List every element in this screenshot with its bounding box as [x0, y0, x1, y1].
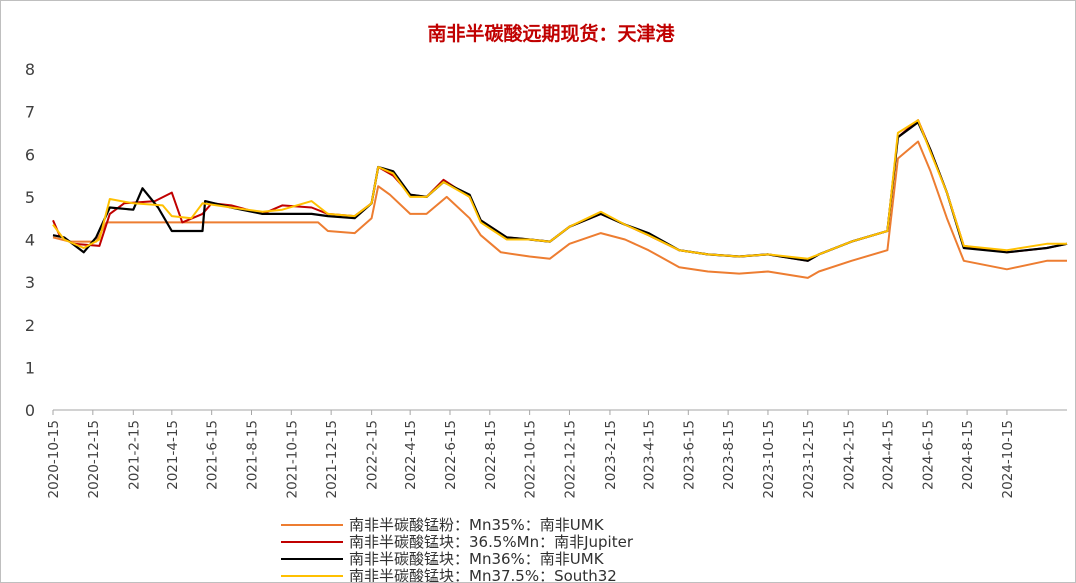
legend-label-1: 南非半碳酸锰粉：Mn35%：南非UMK [349, 516, 605, 534]
y-tick-label: 5 [25, 188, 35, 207]
x-tick-label: 2023-10-15 [761, 420, 777, 498]
x-tick-label: 2021-2-15 [126, 420, 142, 490]
x-tick-label: 2024-8-15 [960, 420, 976, 490]
y-tick-label: 3 [25, 273, 35, 292]
x-tick-label: 2023-12-15 [801, 420, 817, 498]
series-line-2 [52, 119, 1068, 262]
x-tick-label: 2022-4-15 [403, 420, 419, 490]
x-tick-label: 2024-6-15 [920, 420, 936, 490]
chart-title: 南非半碳酸远期现货：天津港 [427, 22, 675, 45]
x-tick-label: 2022-2-15 [365, 420, 381, 490]
x-tick-label: 2021-8-15 [244, 420, 260, 490]
x-tick-label: 2022-10-15 [523, 420, 539, 498]
y-tick-label: 0 [25, 401, 35, 420]
x-tick-label: 2024-10-15 [1000, 420, 1016, 498]
x-tick-label: 2021-12-15 [324, 420, 340, 498]
series-line-4 [52, 119, 1067, 260]
y-tick-label: 1 [25, 358, 35, 377]
y-tick-label: 4 [25, 231, 35, 250]
legend-label-3: 南非半碳酸锰块：Mn36%：南非UMK [349, 550, 605, 568]
x-tick-label: 2023-6-15 [681, 420, 697, 490]
x-tick-label: 2024-4-15 [880, 420, 896, 490]
x-tick-label: 2021-4-15 [165, 420, 181, 490]
x-tick-label: 2023-8-15 [721, 420, 737, 490]
x-tick-label: 2020-10-15 [46, 420, 62, 498]
y-tick-label: 6 [25, 145, 35, 164]
y-tick-label: 2 [25, 316, 35, 335]
x-tick-label: 2022-6-15 [443, 420, 459, 490]
x-tick-label: 2021-10-15 [284, 420, 300, 498]
x-axis: 2020-10-15 2020-12-15 2021-2-15 2021-4-15 20… [46, 409, 1067, 498]
x-tick-label: 2022-8-15 [483, 420, 499, 490]
x-tick-label: 2022-12-15 [562, 420, 578, 498]
x-tick-label: 2020-12-15 [86, 420, 102, 498]
y-tick-label: 7 [25, 103, 35, 122]
y-axis: 0 1 2 3 4 5 6 7 8 [25, 60, 35, 420]
x-tick-label: 2021-6-15 [205, 420, 221, 490]
x-tick-label: 2023-4-15 [641, 420, 657, 490]
x-tick-label: 2023-2-15 [603, 420, 619, 490]
series-group [52, 119, 1068, 279]
y-tick-label: 8 [25, 60, 35, 79]
x-tick-label: 2024-2-15 [841, 420, 857, 490]
legend-label-2: 南非半碳酸锰块：36.5%Mn：南非Jupiter [349, 533, 634, 551]
legend: 南非半碳酸锰粉：Mn35%：南非UMK南非半碳酸锰块：36.5%Mn：南非Jup… [281, 516, 634, 582]
series-line-1 [52, 140, 1067, 279]
legend-label-4: 南非半碳酸锰块：Mn37.5%：South32 [349, 567, 617, 582]
